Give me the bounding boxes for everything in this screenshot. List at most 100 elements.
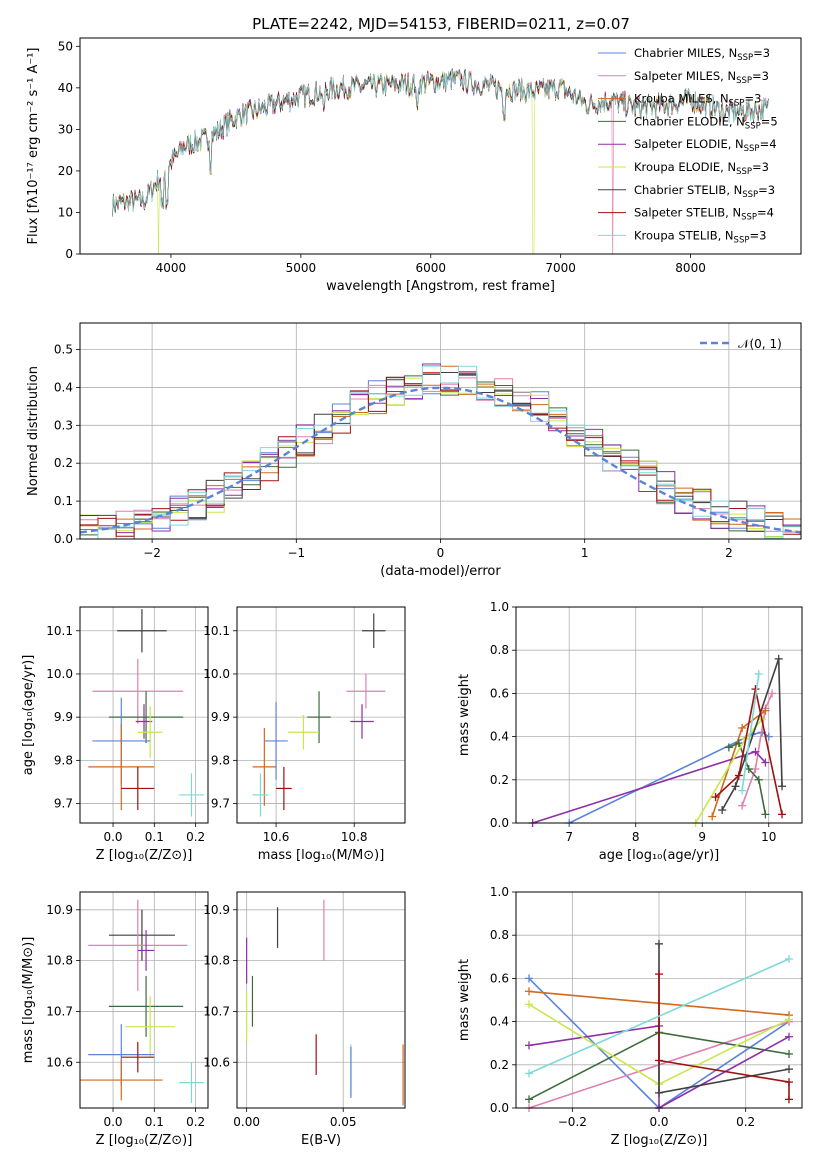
y-axis-label: Flux [fλ10⁻¹⁷ erg cm⁻² s⁻¹ A⁻¹]: [26, 48, 41, 245]
x-tick-label: 0.0: [103, 1115, 122, 1129]
legend-label: Chabrier STELIB, NSSP=3: [634, 183, 775, 200]
legend-label: Chabrier MILES, NSSP=3: [634, 46, 770, 63]
histogram-panel: −2 −1 0 1 2 0.0 0.1 0.2 0.3 0.4 0.5 (data-model)/er…: [26, 322, 802, 579]
y-tick-label: 10.7: [203, 1004, 230, 1018]
legend-label: Salpeter MILES, NSSP=3: [634, 69, 769, 86]
legend-label: Chabrier ELODIE, NSSP=5: [634, 114, 778, 131]
x-tick-label: 10: [761, 830, 776, 844]
y-tick-label: 0.4: [54, 380, 73, 394]
y-tick-label: 1.0: [490, 600, 509, 614]
x-tick-label: 8000: [675, 261, 706, 275]
y-tick-label: 9.7: [211, 797, 230, 811]
y-tick-label: 0.0: [54, 532, 73, 546]
series-line: [721, 658, 783, 811]
x-tick-label: 9: [698, 830, 706, 844]
axes-frame: [79, 37, 802, 255]
x-tick-label: 10.8: [341, 830, 368, 844]
x-tick-label: 0.2: [736, 1115, 755, 1129]
y-tick-label: 9.9: [211, 710, 230, 724]
x-tick-label: 7: [565, 830, 573, 844]
y-tick-label: 10.6: [203, 1055, 230, 1069]
y-tick-label: 30: [58, 122, 73, 136]
y-tick-label: 0.6: [490, 686, 509, 700]
x-axis-label: E(B-V): [301, 1133, 341, 1148]
x-tick-label: −2: [143, 546, 161, 560]
x-tick-label: 0.2: [186, 830, 205, 844]
normal-curve: [79, 386, 802, 534]
y-tick-label: 9.8: [54, 753, 73, 767]
x-axis-label: Z [log₁₀(Z/Z⊙)]: [96, 1133, 193, 1148]
series-line: [528, 977, 790, 1108]
y-axis-label: mass weight: [457, 959, 472, 1041]
axes-frame: [79, 322, 802, 540]
x-tick-label: 0.0: [649, 1115, 668, 1129]
y-tick-label: 10.8: [203, 954, 230, 968]
legend-label: Kroupa STELIB, NSSP=3: [634, 228, 766, 245]
axes-frame: [79, 891, 209, 1109]
mass-weight-vs-age-panel: 7 8 9 10 0.0 0.2 0.4 0.6 0.8 1.0 age [log₁₀(age/yr…: [457, 600, 803, 863]
axes-frame: [515, 606, 803, 824]
y-tick-label: 10.9: [46, 903, 73, 917]
y-tick-label: 0.1: [54, 494, 73, 508]
axes-frame: [515, 891, 803, 1109]
y-tick-label: 9.9: [54, 710, 73, 724]
y-tick-label: 10.8: [46, 954, 73, 968]
y-tick-label: 10.1: [46, 624, 73, 638]
mass-weight-vs-Z-panel: −0.2 0.0 0.2 0.0 0.2 0.4 0.6 0.8 1.0 Z [log₁₀(Z/Z…: [457, 885, 803, 1148]
y-tick-label: 0.8: [490, 643, 509, 657]
x-tick-label: 4000: [156, 261, 187, 275]
y-tick-label: 40: [58, 81, 73, 95]
series-line: [741, 693, 773, 806]
x-tick-label: −0.2: [558, 1115, 587, 1129]
x-axis-label: Z [log₁₀(Z/Z⊙)]: [96, 848, 193, 863]
x-tick-label: 5000: [286, 261, 317, 275]
x-axis-label: mass [log₁₀(M/M⊙)]: [258, 848, 385, 863]
y-tick-label: 0.3: [54, 418, 73, 432]
y-tick-label: 10: [58, 205, 73, 219]
x-tick-label: 10.6: [263, 830, 290, 844]
y-tick-label: 9.7: [54, 797, 73, 811]
age-vs-mass-panel: 10.6 10.8 9.7 9.8 9.9 10.0 10.1 mass [log₁₀(M/M…: [203, 606, 406, 863]
y-tick-label: 0.2: [54, 456, 73, 470]
legend-label: Kroupa MILES, NSSP=3: [634, 92, 761, 109]
y-tick-label: 0.4: [490, 1015, 509, 1029]
y-tick-label: 0.2: [490, 773, 509, 787]
x-axis-label: Z [log₁₀(Z/Z⊙)]: [611, 1133, 708, 1148]
spectrum-panel: 4000 5000 6000 7000 8000 0 10 20 30 40 50 wavelengt…: [26, 37, 802, 294]
y-axis-label: mass weight: [457, 674, 472, 756]
y-tick-label: 10.0: [46, 667, 73, 681]
x-tick-label: 2: [725, 546, 733, 560]
spectrum-legend: Chabrier MILES, NSSP=3 Salpeter MILES, NS…: [598, 46, 778, 245]
axes-frame: [236, 606, 406, 824]
age-vs-Z-panel: 0.0 0.1 0.2 9.7 9.8 9.9 10.0 10.1 Z [log₁₀(Z/Z⊙)…: [21, 606, 209, 863]
y-tick-label: 10.1: [203, 624, 230, 638]
axes-frame: [79, 606, 209, 824]
plot-layer: 4000 5000 6000 7000 800001020304050wavelengt…: [21, 37, 803, 1148]
x-tick-label: 0.05: [330, 1115, 357, 1129]
y-tick-label: 9.8: [211, 753, 230, 767]
y-tick-label: 0: [65, 247, 73, 261]
y-tick-label: 1.0: [490, 885, 509, 899]
x-tick-label: 0.00: [233, 1115, 260, 1129]
x-tick-label: 1: [581, 546, 589, 560]
x-axis-label: age [log₁₀(age/yr)]: [599, 848, 720, 863]
x-tick-label: 0.0: [103, 830, 122, 844]
series-line: [658, 974, 790, 1100]
normal-legend-label: 𝒩(0, 1): [738, 337, 782, 351]
x-tick-label: 7000: [545, 261, 576, 275]
legend-label: Kroupa ELODIE, NSSP=3: [634, 160, 769, 177]
y-axis-label: mass [log₁₀(M/M⊙)]: [21, 937, 36, 1064]
y-tick-label: 0.8: [490, 928, 509, 942]
y-tick-label: 50: [58, 39, 73, 53]
y-tick-label: 0.0: [490, 816, 509, 830]
y-tick-label: 10.0: [203, 667, 230, 681]
y-tick-label: 10.6: [46, 1055, 73, 1069]
mass-vs-Z-panel: 0.0 0.1 0.2 10.6 10.7 10.8 10.9 Z [log₁₀(Z/Z⊙)]…: [21, 891, 209, 1148]
y-axis-label: age [log₁₀(age/yr)]: [21, 655, 36, 776]
y-tick-label: 20: [58, 164, 73, 178]
y-tick-label: 0.0: [490, 1101, 509, 1115]
y-tick-label: 0.6: [490, 971, 509, 985]
x-tick-label: 0.1: [145, 1115, 164, 1129]
y-tick-label: 0.5: [54, 343, 73, 357]
